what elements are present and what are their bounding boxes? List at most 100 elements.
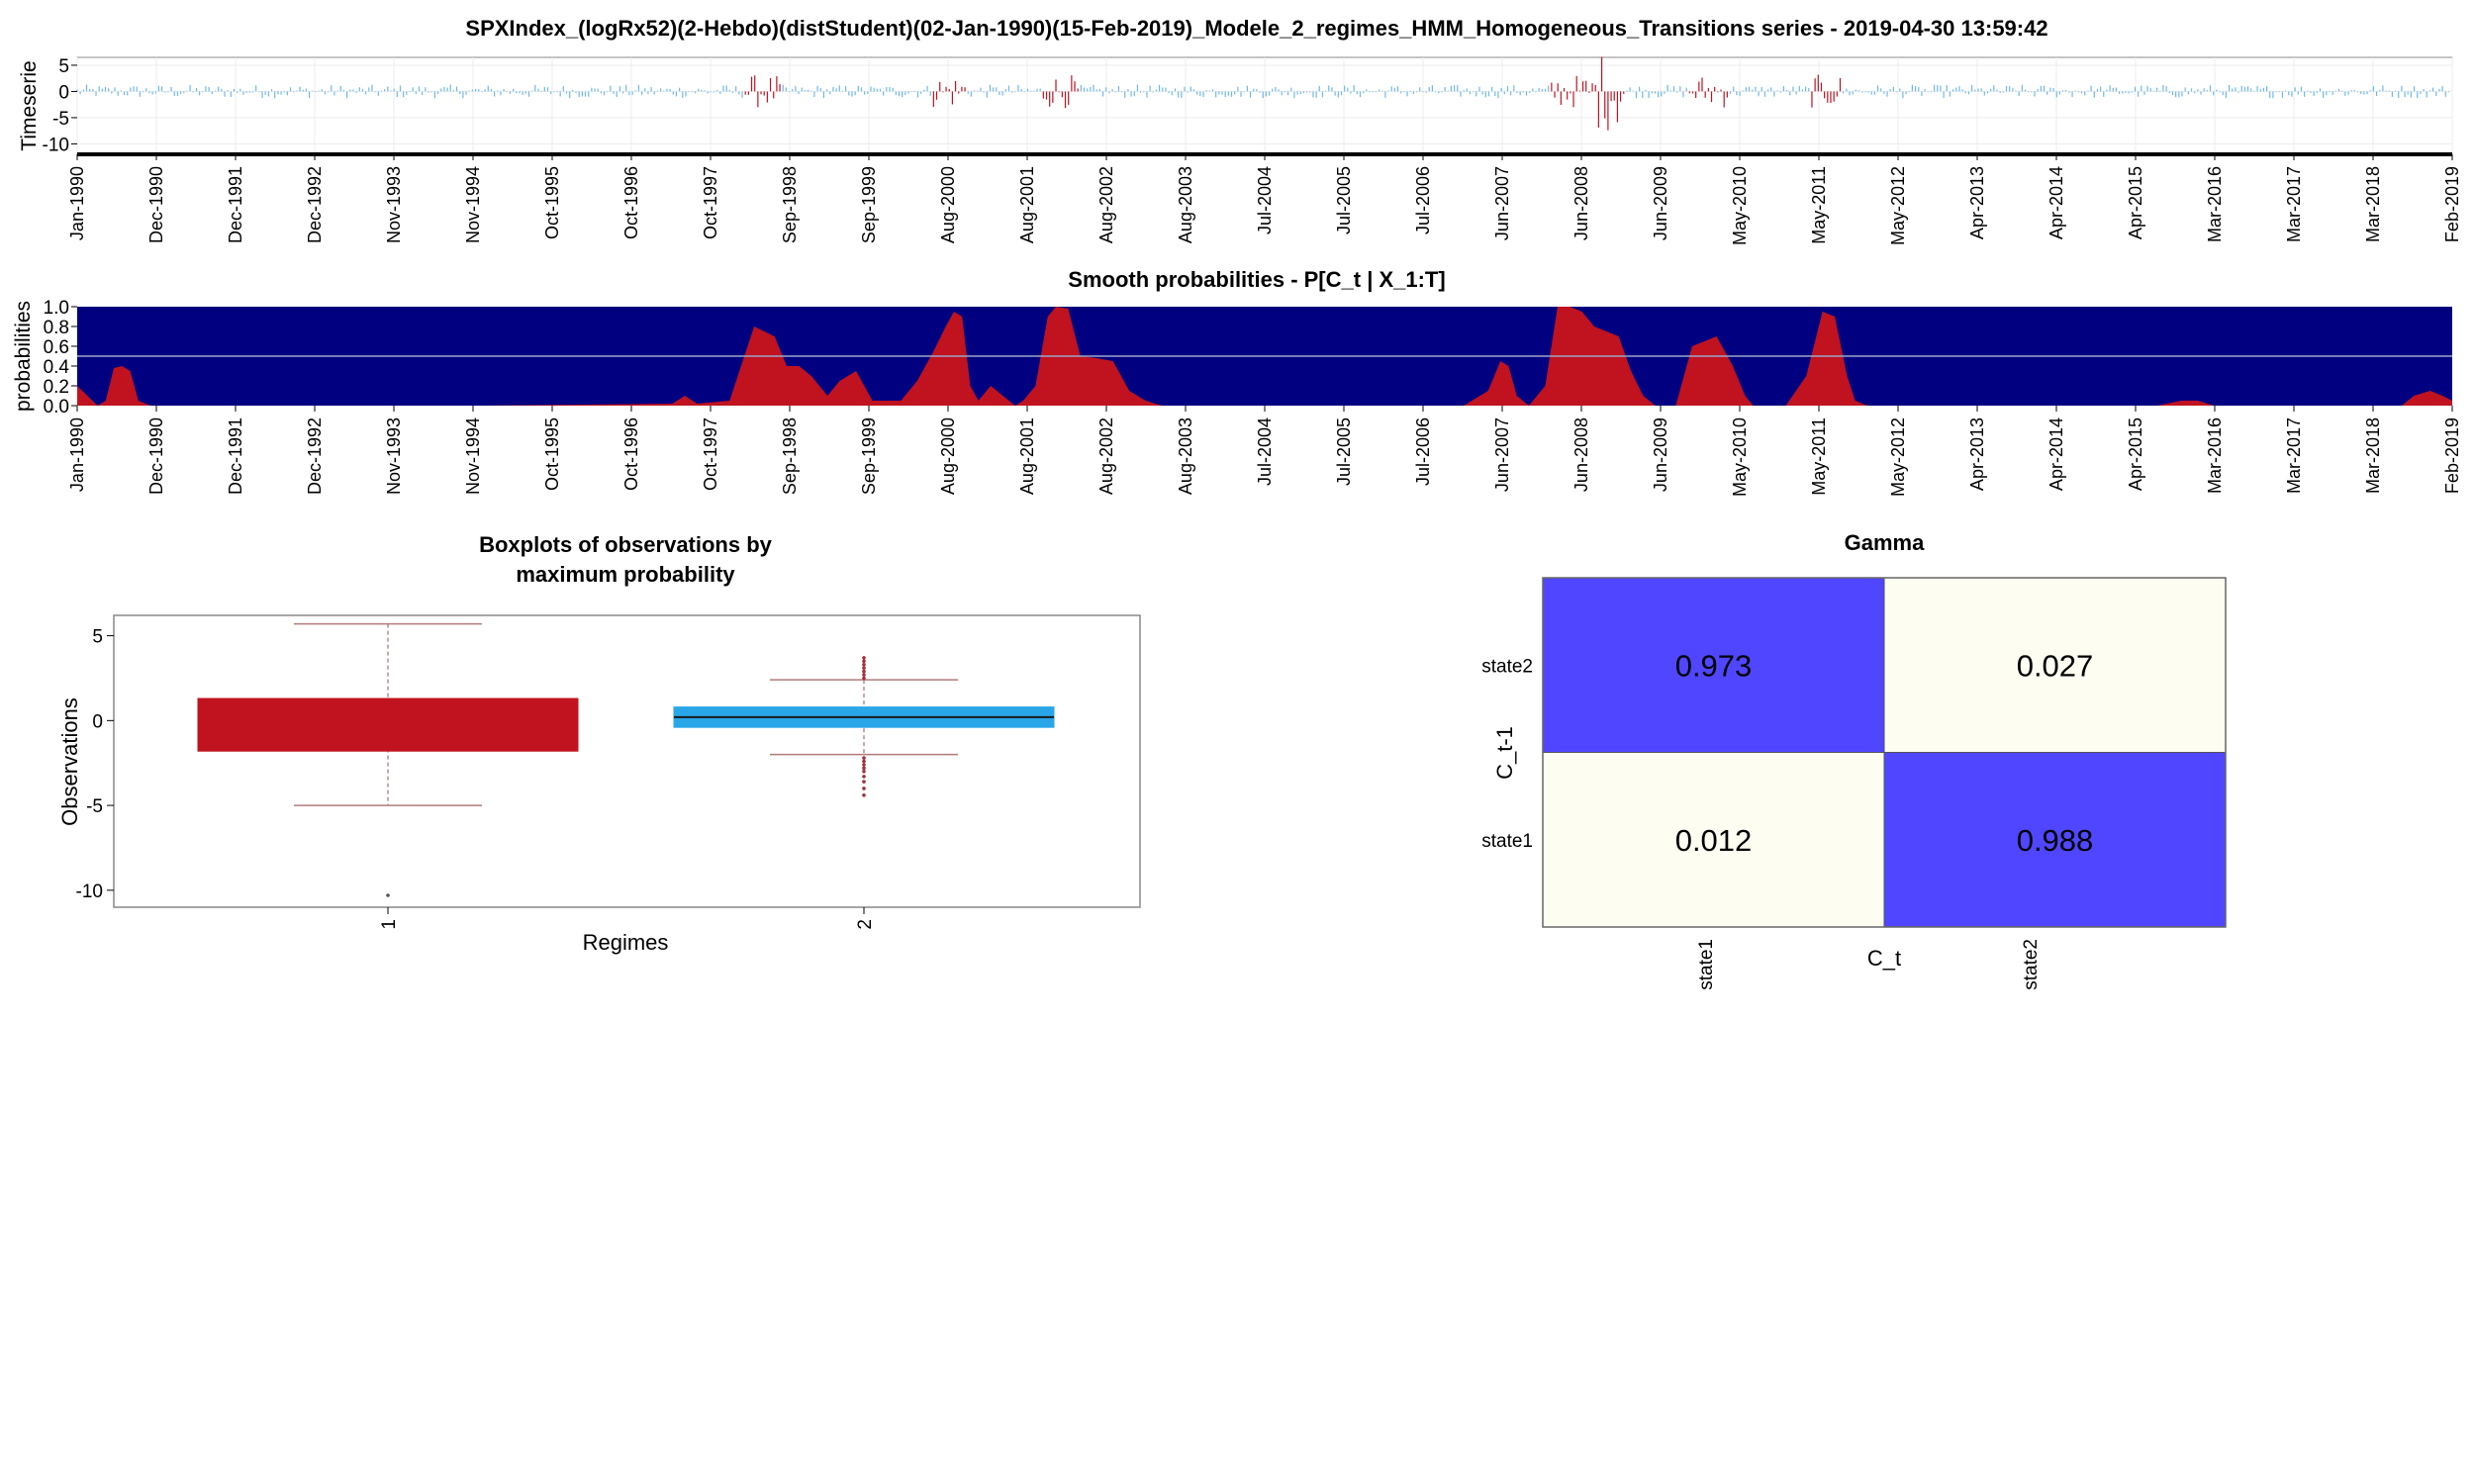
probabilities-x-tick-label: Mar-2017 <box>2284 417 2304 494</box>
probabilities-x-tick-label: Jul-2006 <box>1413 417 1433 486</box>
gamma-cell-value: 0.988 <box>2017 823 2094 858</box>
gamma-y-tick-label: state1 <box>1481 831 1533 852</box>
gamma-cells: 0.973 0.027 0.012 0.988 <box>1542 577 2227 928</box>
boxplot-outlier <box>862 763 866 767</box>
probabilities-x-tick-label: Aug-2002 <box>1096 417 1116 495</box>
probabilities-x-tick-label: Dec-1991 <box>226 417 245 495</box>
main-title: SPXIndex_(logRx52)(2-Hebdo)(distStudent)… <box>465 16 2047 41</box>
probabilities-x-tick-label: Aug-2000 <box>938 417 958 495</box>
boxplot-outlier <box>862 793 866 797</box>
probabilities-x-tick-label: Jul-2005 <box>1334 417 1354 486</box>
timeseries-x-tick-label: May-2012 <box>1888 166 1908 245</box>
timeseries-x-tick-label: Aug-2001 <box>1017 166 1037 243</box>
probabilities-x-tick-label: Aug-2003 <box>1176 417 1195 495</box>
boxplot-y-ticks: 5 0 -5 -10 <box>76 627 114 902</box>
timeseries-x-tick-label: Feb-2019 <box>2442 166 2462 242</box>
boxplot-title-line2: maximum probability <box>516 562 735 587</box>
timeseries-x-tick-label: Nov-1993 <box>384 166 404 243</box>
timeseries-x-tick-label: Sep-1998 <box>780 166 800 243</box>
probabilities-x-tick-label: Sep-1999 <box>859 417 879 495</box>
boxplot-outlier <box>862 759 866 764</box>
probabilities-x-tick-label: May-2012 <box>1888 417 1908 497</box>
gamma-title: Gamma <box>1845 530 1925 555</box>
boxplot-x-tick-label: 2 <box>855 919 876 930</box>
probabilities-title: Smooth probabilities - P[C_t | X_1:T] <box>1068 267 1445 292</box>
probabilities-x-tick-label: Jun-2009 <box>1651 417 1670 492</box>
probabilities-x-tick-label: Aug-2001 <box>1017 417 1037 495</box>
boxplot-y-label: Observations <box>57 697 82 826</box>
boxplot-outlier <box>862 775 866 779</box>
probabilities-x-tick-label: Apr-2014 <box>2046 417 2066 491</box>
gamma-cell <box>1883 577 2227 753</box>
timeseries-x-tick-label: Aug-2003 <box>1176 166 1195 243</box>
timeseries-x-tick-label: Oct-1995 <box>542 166 562 239</box>
probabilities-x-tick-label: Mar-2016 <box>2205 417 2225 494</box>
probabilities-x-tick-label: Apr-2013 <box>1967 417 1987 491</box>
timeseries-x-tick-label: Dec-1991 <box>226 166 245 243</box>
timeseries-x-tick-label: Aug-2000 <box>938 166 958 243</box>
probabilities-y-tick-label: 1.0 <box>44 298 69 319</box>
timeseries-x-tick-label: Oct-1997 <box>701 166 720 239</box>
probabilities-y-label: probabilities <box>12 301 35 412</box>
boxplot-outlier <box>862 673 866 677</box>
boxplot-outlier <box>862 659 866 664</box>
timeseries-panel: 5 0 -5 -10 Timeserie Jan-1990 Dec-1990 Dec-19… <box>18 56 2462 245</box>
boxplot-outlier <box>862 662 866 667</box>
boxplot-outlier <box>862 787 866 790</box>
timeseries-x-tick-label: Nov-1994 <box>463 166 483 243</box>
probabilities-x-tick-label: Dec-1992 <box>305 417 325 495</box>
probabilities-x-tick-label: Nov-1994 <box>463 417 483 495</box>
gamma-y-label: C_t-1 <box>1492 726 1517 780</box>
probabilities-y-tick-label: 0.0 <box>44 397 69 417</box>
boxplot-outlier <box>862 666 866 670</box>
probabilities-x-tick-label: May-2010 <box>1730 417 1750 497</box>
probabilities-x-tick-label: Oct-1997 <box>701 417 720 491</box>
probabilities-x-tick-label: Jun-2008 <box>1571 417 1591 492</box>
probabilities-y-tick-label: 0.2 <box>44 377 69 398</box>
timeseries-y-ticks: 5 0 -5 -10 <box>43 56 77 155</box>
probabilities-x-tick-label: Jul-2004 <box>1255 417 1275 486</box>
gamma-axis-labels: state2 state1 state1 state2 <box>1481 656 2042 990</box>
probabilities-y-tick-label: 0.6 <box>44 337 69 358</box>
gamma-x-label: C_t <box>1867 946 1901 971</box>
timeseries-x-tick-label: Dec-1990 <box>146 166 166 243</box>
timeseries-x-tick-label: Jul-2005 <box>1334 166 1354 234</box>
timeseries-x-tick-label: Apr-2015 <box>2126 166 2145 239</box>
timeseries-x-ticks: Jan-1990 Dec-1990 Dec-1991 Dec-1992 Nov-1993… <box>67 154 2462 245</box>
probabilities-y-tick-label: 0.8 <box>44 318 69 338</box>
timeseries-x-tick-label: Mar-2016 <box>2205 166 2225 242</box>
probabilities-x-ticks: Jan-1990 Dec-1990 Dec-1991 Dec-1992 Nov-1993… <box>67 406 2462 497</box>
timeseries-x-tick-label: May-2010 <box>1730 166 1750 245</box>
timeseries-x-tick-label: Dec-1992 <box>305 166 325 243</box>
gamma-cell <box>1883 752 2227 928</box>
gamma-cell <box>1542 752 1885 928</box>
probabilities-x-tick-label: Apr-2015 <box>2126 417 2145 491</box>
timeseries-y-tick-label: 0 <box>58 82 69 103</box>
probabilities-x-tick-label: Feb-2019 <box>2442 417 2462 494</box>
boxplot-y-tick-label: -5 <box>86 796 103 817</box>
timeseries-x-tick-label: Oct-1996 <box>621 166 641 239</box>
timeseries-x-tick-label: Jun-2008 <box>1571 166 1591 240</box>
timeseries-x-tick-label: Jul-2006 <box>1413 166 1433 234</box>
gamma-cell-value: 0.012 <box>1675 823 1753 858</box>
timeseries-x-tick-label: Jan-1990 <box>67 166 87 240</box>
probabilities-x-tick-label: Nov-1993 <box>384 417 404 495</box>
timeseries-x-tick-label: Aug-2002 <box>1096 166 1116 243</box>
timeseries-y-tick-label: -10 <box>43 135 69 155</box>
boxplot-y-tick-label: 5 <box>92 627 103 648</box>
probabilities-x-tick-label: Sep-1998 <box>780 417 800 495</box>
timeseries-x-tick-label: Apr-2013 <box>1967 166 1987 239</box>
timeseries-x-tick-label: Jun-2007 <box>1492 166 1512 240</box>
probabilities-x-tick-label: Dec-1990 <box>146 417 166 495</box>
boxplot-outlier <box>862 756 866 760</box>
timeseries-bars <box>76 56 2450 131</box>
probabilities-x-tick-label: Mar-2018 <box>2363 417 2383 494</box>
timeseries-x-tick-label: Jul-2004 <box>1255 166 1275 234</box>
boxplot-x-label: Regimes <box>583 930 669 955</box>
boxplot-plot-area <box>113 614 1141 908</box>
timeseries-x-tick-label: May-2011 <box>1809 166 1829 244</box>
boxplot-outlier <box>862 656 866 660</box>
